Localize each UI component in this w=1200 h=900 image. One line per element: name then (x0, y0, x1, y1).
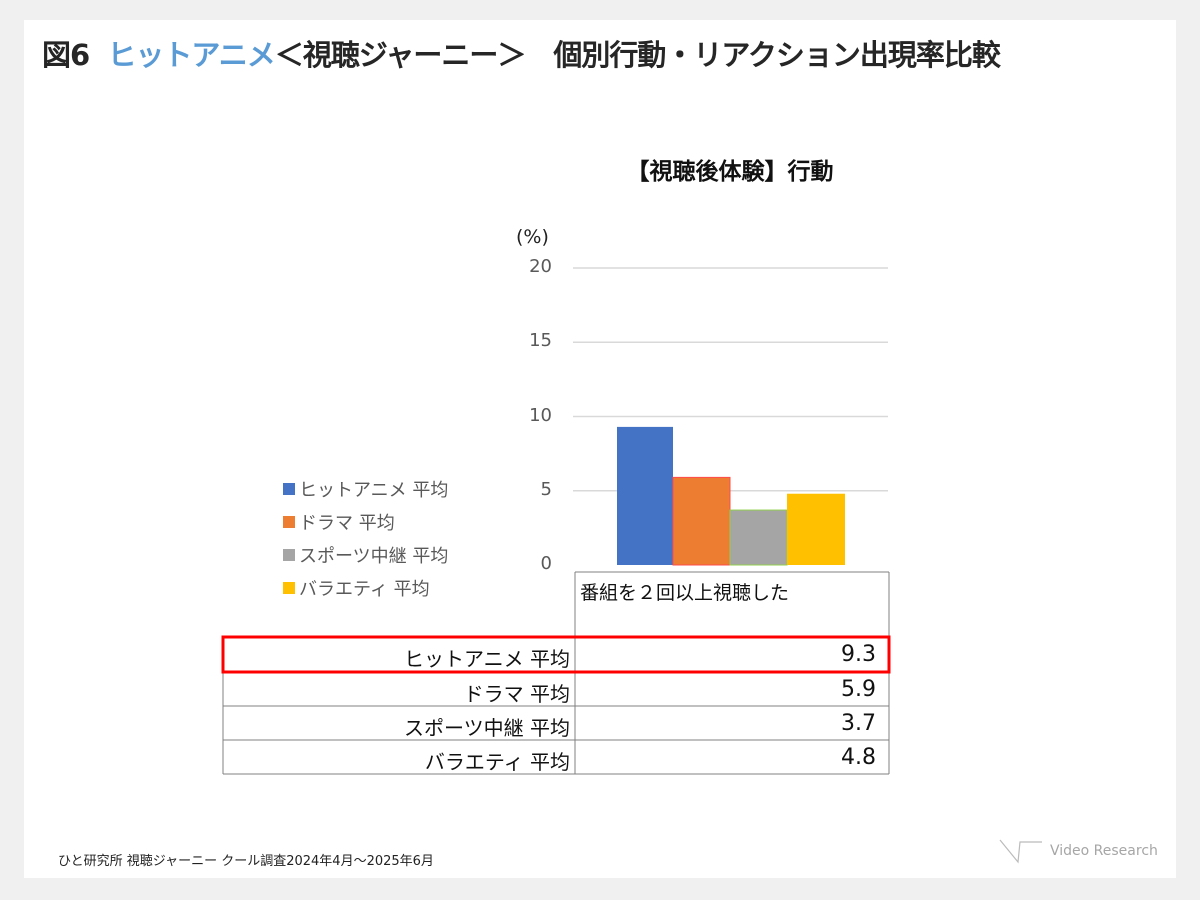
table-row-label: ヒットアニメ 平均 (404, 647, 570, 671)
highlight-box (221, 635, 891, 674)
logo-mark-icon (999, 839, 1042, 864)
legend-item: ヒットアニメ 平均 (283, 476, 448, 502)
y-axis-unit: (%) (516, 226, 549, 248)
legend-item: バラエティ 平均 (283, 575, 430, 601)
y-tick-label: 0 (540, 553, 552, 574)
table-category-header: 番組を２回以上視聴した (580, 582, 790, 604)
company-logo: Video Research (998, 838, 1158, 864)
y-tick-label: 15 (529, 330, 552, 352)
legend-swatch (283, 549, 295, 561)
legend-swatch (283, 516, 295, 528)
y-tick-label: 5 (540, 478, 552, 500)
bar-3 (787, 493, 845, 565)
y-tick-label: 20 (529, 256, 552, 277)
bar-0 (617, 426, 673, 565)
footer-source: ひと研究所 視聴ジャーニー クール調査2024年4月～2025年6月 (58, 854, 434, 869)
legend-item: ドラマ 平均 (283, 509, 395, 535)
bar-1 (672, 476, 731, 566)
table-row-label: バラエティ 平均 (424, 750, 570, 774)
table-row-value: 3.7 (841, 711, 876, 736)
legend-swatch (283, 483, 295, 495)
table-row-label: ドラマ 平均 (463, 682, 570, 706)
bar-2 (729, 509, 788, 566)
slide-title: 図6 ヒットアニメ＜視聴ジャーニー＞ 個別行動・リアクション出現率比較 (42, 38, 1001, 72)
table-row-value: 4.8 (841, 745, 876, 770)
chart-title: 【視聴後体験】行動 (626, 159, 834, 185)
y-tick-label: 10 (529, 404, 552, 426)
table-row-label: スポーツ中継 平均 (404, 716, 570, 740)
legend-swatch (283, 582, 295, 594)
table-row-value: 9.3 (841, 642, 876, 667)
table-row-value: 5.9 (841, 677, 876, 702)
slide-card (24, 20, 1176, 878)
legend-item: スポーツ中継 平均 (283, 542, 448, 568)
